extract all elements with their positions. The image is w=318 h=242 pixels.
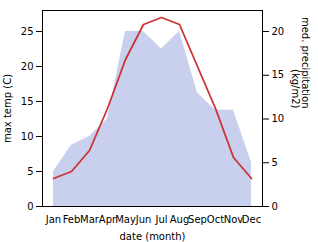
svg-text:Feb: Feb xyxy=(63,214,81,225)
svg-text:Sep: Sep xyxy=(188,214,207,225)
svg-text:15: 15 xyxy=(272,69,285,80)
svg-text:15: 15 xyxy=(21,96,34,107)
svg-text:med. precipitation(kg/m2): med. precipitation(kg/m2) xyxy=(290,17,311,109)
svg-text:Dec: Dec xyxy=(242,214,261,225)
svg-text:10: 10 xyxy=(21,131,34,142)
svg-text:0: 0 xyxy=(272,201,278,212)
svg-text:Jan: Jan xyxy=(45,214,61,225)
svg-text:max temp (C): max temp (C) xyxy=(2,74,13,143)
svg-text:20: 20 xyxy=(21,61,34,72)
svg-text:5: 5 xyxy=(272,157,278,168)
svg-text:10: 10 xyxy=(272,113,285,124)
svg-text:5: 5 xyxy=(27,166,33,177)
svg-text:Nov: Nov xyxy=(224,214,244,225)
svg-text:Oct: Oct xyxy=(207,214,224,225)
svg-text:Apr: Apr xyxy=(98,213,117,225)
svg-text:Mar: Mar xyxy=(80,214,100,225)
svg-text:25: 25 xyxy=(21,26,34,37)
svg-text:Aug: Aug xyxy=(170,214,190,225)
svg-text:date (month): date (month) xyxy=(120,231,186,242)
svg-text:Jul: Jul xyxy=(154,214,167,225)
svg-text:Jun: Jun xyxy=(135,214,152,225)
svg-text:May: May xyxy=(115,214,136,225)
svg-text:20: 20 xyxy=(272,26,285,37)
svg-text:0: 0 xyxy=(27,201,33,212)
